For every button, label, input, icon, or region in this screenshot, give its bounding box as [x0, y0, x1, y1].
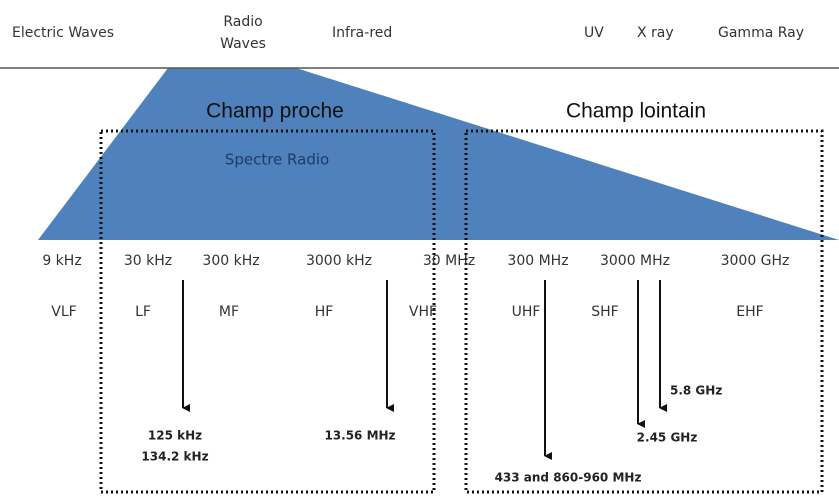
label: Radio	[223, 14, 262, 30]
zone-label: Champ proche	[206, 100, 344, 123]
marker-label: 134.2 kHz	[141, 450, 208, 464]
frequency-label: 3000 MHz	[600, 253, 670, 269]
frequency-label: 3000 GHz	[721, 253, 790, 269]
near-box	[99, 129, 436, 494]
far-box	[464, 129, 824, 494]
frequency-label: 9 kHz	[42, 253, 81, 269]
frequency-label: 300 MHz	[507, 253, 568, 269]
frequency-label: 30 MHz	[423, 253, 475, 269]
label: Electric Waves	[12, 25, 114, 41]
marker-label: 13.56 MHz	[324, 429, 395, 443]
marker-label: 5.8 GHz	[670, 384, 722, 398]
band-label: EHF	[736, 304, 763, 320]
marker-label: 2.45 GHz	[637, 431, 698, 445]
band-label: LF	[135, 304, 151, 320]
label: Waves	[220, 36, 266, 52]
frequency-label: 3000 kHz	[306, 253, 372, 269]
marker-label: 433 and 860-960 MHz	[495, 471, 642, 485]
band-label: HF	[315, 304, 334, 320]
band-label: VHF	[409, 304, 437, 320]
zone-label: Champ lointain	[566, 100, 706, 123]
band-label: MF	[219, 304, 239, 320]
marker-label: 125 kHz	[148, 429, 202, 443]
frequency-label: 300 kHz	[202, 253, 259, 269]
band-label: SHF	[591, 304, 618, 320]
label: X ray	[637, 25, 674, 41]
frequency-label: 30 kHz	[124, 253, 172, 269]
radio-triangle	[38, 68, 839, 240]
zone-label: Spectre Radio	[225, 151, 329, 169]
band-label: VLF	[51, 304, 76, 320]
label: Gamma Ray	[718, 25, 804, 41]
label: UV	[584, 25, 604, 41]
label: Infra-red	[332, 25, 392, 41]
band-label: UHF	[512, 304, 541, 320]
